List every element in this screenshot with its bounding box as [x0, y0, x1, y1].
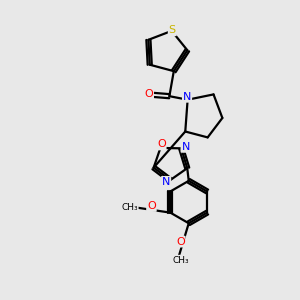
Text: O: O: [157, 140, 166, 149]
Text: N: N: [162, 177, 170, 187]
Text: O: O: [176, 237, 185, 247]
Text: N: N: [183, 92, 191, 102]
Text: S: S: [169, 25, 176, 35]
Text: CH₃: CH₃: [172, 256, 189, 265]
Text: O: O: [144, 89, 153, 99]
Text: N: N: [182, 142, 190, 152]
Text: O: O: [147, 201, 156, 211]
Text: CH₃: CH₃: [121, 203, 138, 212]
